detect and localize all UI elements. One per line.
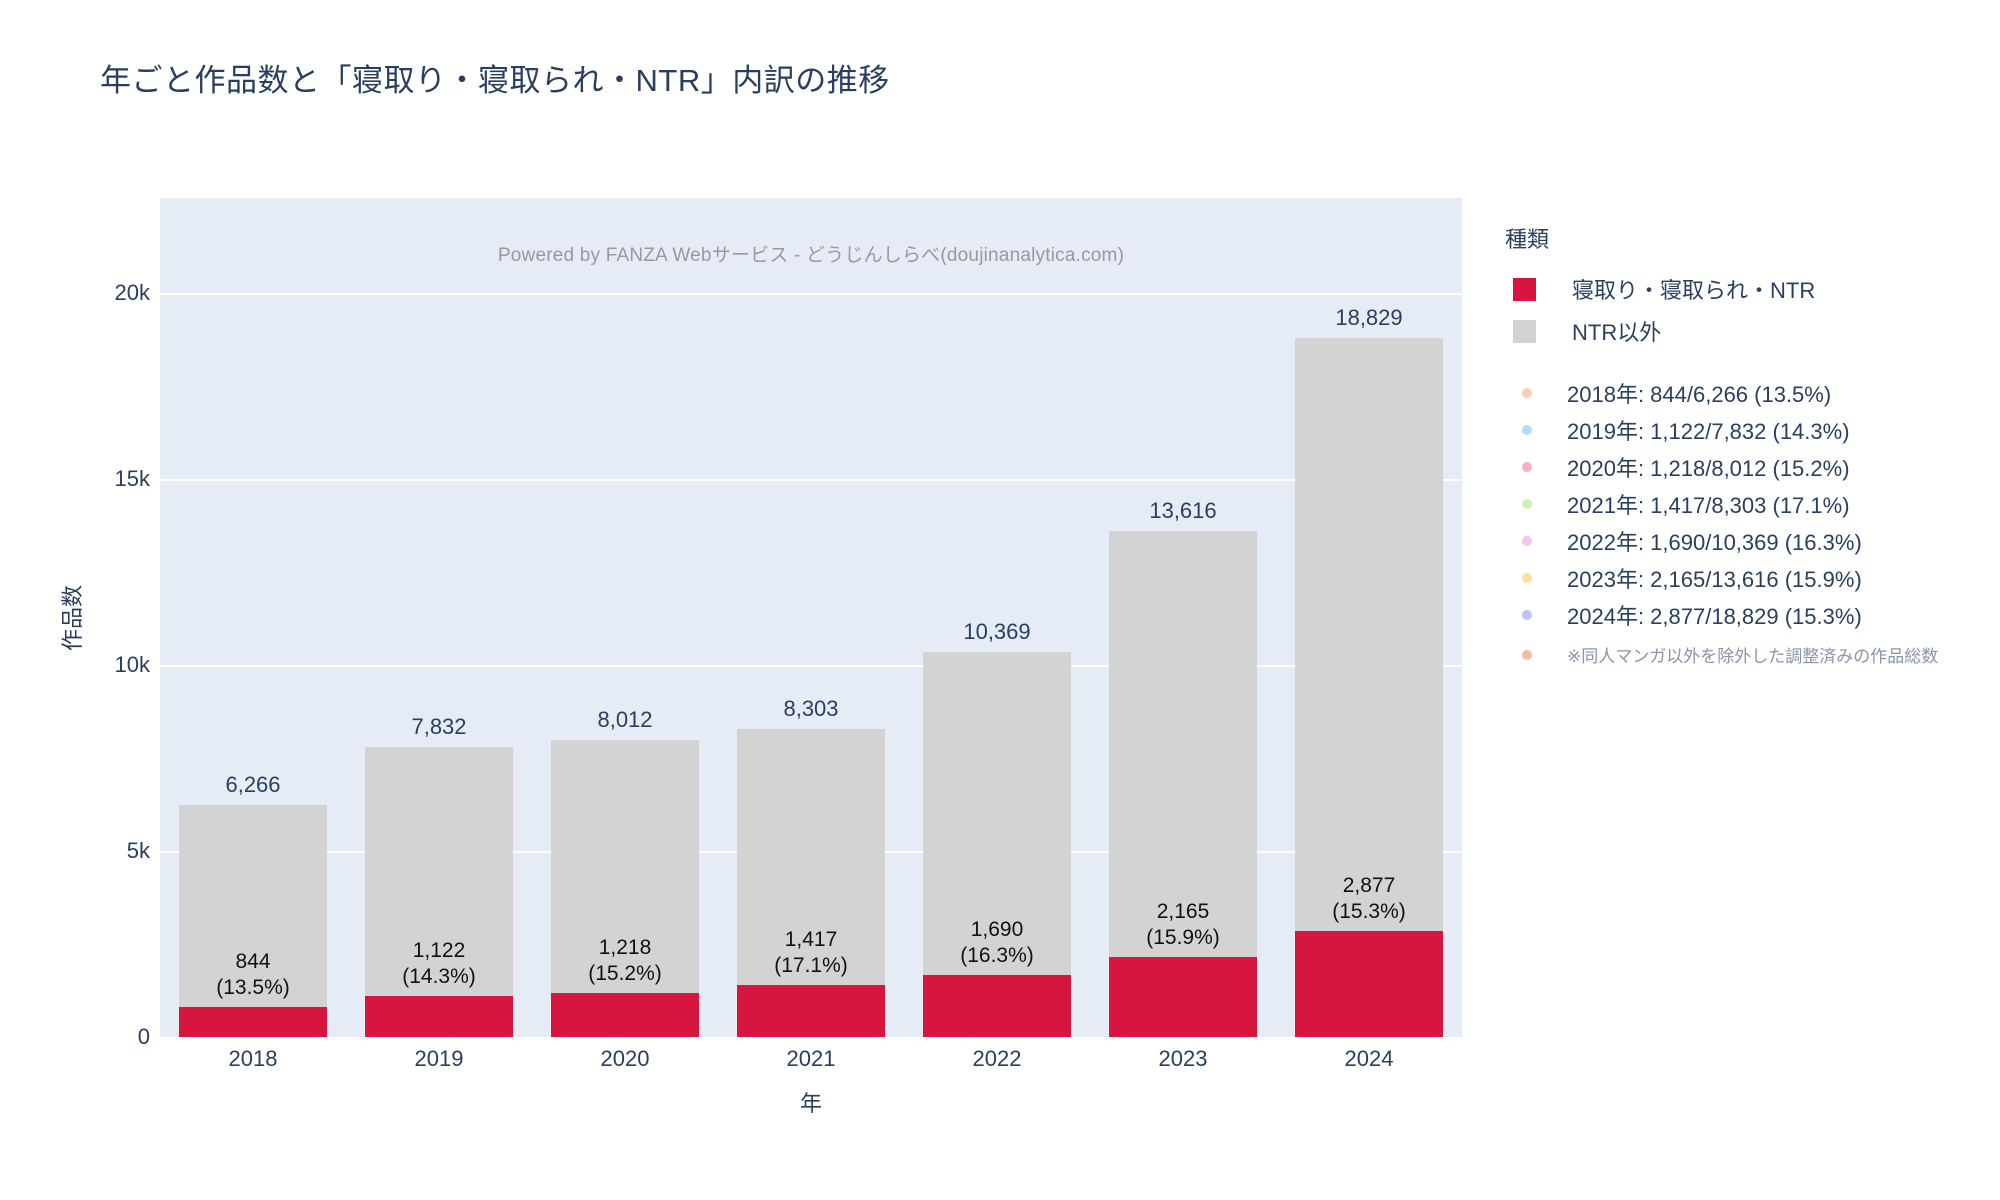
annotation-text: 2020年: 1,218/8,012 (15.2%) (1567, 455, 1850, 481)
ntr-value-label-2024: 2,877 (15.3%) (1332, 873, 1406, 923)
bar-segment-other-2023[interactable] (1109, 531, 1257, 958)
ntr-value-label-2022: 1,690 (16.3%) (960, 918, 1034, 968)
annotation-text: 2021年: 1,417/8,303 (17.1%) (1567, 492, 1850, 518)
bar-group-2023: 2,165 (15.9%) 13,616 (1109, 498, 1257, 1038)
legend-item-other[interactable]: NTR以外 (1505, 310, 1975, 352)
bar-segment-other-2019[interactable] (365, 746, 513, 997)
bar-segment-other-2021[interactable] (737, 729, 885, 986)
legend-title: 種類 (1505, 227, 1550, 252)
bar-group-2019: 1,122 (14.3%) 7,832 (365, 714, 513, 1038)
total-value-label-2023: 13,616 (1149, 498, 1217, 524)
bullet-dot-icon (1522, 572, 1532, 583)
total-value-label-2021: 8,303 (783, 696, 839, 722)
bar-group-2021: 1,417 (17.1%) 8,303 (737, 696, 885, 1038)
annotation-text: 2022年: 1,690/10,369 (16.3%) (1567, 529, 1862, 555)
legend-rows: 寝取り・寝取られ・NTR NTR以外 (1505, 268, 1975, 352)
x-tick-2022: 2022 (972, 1046, 1022, 1071)
annotation-text: ※同人マンガ以外を除外した調整済みの作品総数 (1567, 647, 1939, 666)
y-tick-5k: 5k (126, 837, 150, 863)
ntr-value-label-2019: 1,122 (14.3%) (402, 939, 476, 989)
bullet-dot-icon (1522, 649, 1532, 660)
x-tick-2019: 2019 (414, 1046, 464, 1071)
bullet-dot-icon (1522, 424, 1532, 435)
gridline-10k (160, 665, 1462, 667)
bar-segment-ntr-2020[interactable] (551, 992, 699, 1038)
legend-item-label: 寝取り・寝取られ・NTR (1572, 278, 1816, 303)
bar-segment-ntr-2023[interactable] (1109, 957, 1257, 1038)
total-value-label-2020: 8,012 (597, 706, 653, 732)
annotation-text: 2019年: 1,122/7,832 (14.3%) (1567, 418, 1850, 444)
annotation-list: 2018年: 844/6,266 (13.5%) 2019年: 1,122/7,8… (1505, 374, 1985, 673)
zero-line (160, 1037, 1462, 1039)
bar-segment-ntr-2024[interactable] (1295, 930, 1443, 1038)
x-axis-title: 年 (799, 1091, 822, 1116)
total-value-label-2024: 18,829 (1335, 304, 1403, 330)
x-tick-2023: 2023 (1158, 1046, 1208, 1071)
y-axis-title: 作品数 (60, 584, 86, 652)
bar-segment-ntr-2021[interactable] (737, 985, 885, 1038)
ntr-value-label-2023: 2,165 (15.9%) (1146, 900, 1220, 950)
x-tick-2018: 2018 (228, 1046, 278, 1071)
y-tick-0: 0 (137, 1024, 150, 1049)
bar-segment-other-2018[interactable] (179, 804, 327, 1007)
ntr-value-label-2020: 1,218 (15.2%) (588, 935, 662, 985)
legend: 種類 寝取り・寝取られ・NTR NTR以外 (1505, 222, 1975, 352)
annotation-year-2019: 2019年: 1,122/7,832 (14.3%) (1505, 411, 1985, 448)
bar-segment-other-2020[interactable] (551, 739, 699, 993)
bar-segment-other-2022[interactable] (923, 652, 1071, 976)
legend-item-label: NTR以外 (1572, 320, 1662, 345)
bullet-dot-icon (1522, 609, 1532, 620)
annotation-year-2020: 2020年: 1,218/8,012 (15.2%) (1505, 448, 1985, 485)
ntr-value-label-2018: 844 (13.5%) (216, 949, 290, 999)
gridline-20k (160, 292, 1462, 295)
bullet-dot-icon (1522, 498, 1532, 509)
annotation-text: 2023年: 2,165/13,616 (15.9%) (1567, 566, 1862, 592)
annotation-text: 2018年: 844/6,266 (13.5%) (1567, 381, 1832, 407)
bar-segment-other-2024[interactable] (1295, 337, 1443, 931)
x-tick-2020: 2020 (600, 1046, 650, 1071)
annotation-year-2018: 2018年: 844/6,266 (13.5%) (1505, 374, 1985, 411)
total-value-label-2022: 10,369 (963, 619, 1031, 645)
annotation-year-2022: 2022年: 1,690/10,369 (16.3%) (1505, 522, 1985, 559)
total-value-label-2018: 6,266 (225, 771, 281, 797)
bullet-dot-icon (1522, 387, 1532, 398)
bar-group-2018: 844 (13.5%) 6,266 (179, 772, 327, 1038)
bar-segment-ntr-2022[interactable] (923, 975, 1071, 1038)
y-tick-15k: 15k (114, 465, 150, 491)
bar-segment-ntr-2018[interactable] (179, 1006, 327, 1038)
bullet-dot-icon (1522, 461, 1532, 472)
watermark: Powered by FANZA Webサービス - どうじんしらべ(douji… (497, 245, 1125, 266)
legend-swatch-icon (1513, 277, 1536, 301)
plot-area[interactable]: Powered by FANZA Webサービス - どうじんしらべ(douji… (160, 198, 1462, 1039)
annotation-note: ※同人マンガ以外を除外した調整済みの作品総数 (1505, 636, 1985, 673)
annotation-text: 2024年: 2,877/18,829 (15.3%) (1567, 603, 1862, 629)
bar-group-2020: 1,218 (15.2%) 8,012 (551, 707, 699, 1038)
y-tick-20k: 20k (114, 279, 150, 305)
annotation-year-2024: 2024年: 2,877/18,829 (15.3%) (1505, 596, 1985, 633)
y-tick-10k: 10k (114, 651, 150, 677)
bullet-dot-icon (1522, 535, 1532, 546)
bar-segment-ntr-2019[interactable] (365, 996, 513, 1038)
legend-swatch-icon (1513, 319, 1536, 343)
x-tick-2021: 2021 (786, 1046, 836, 1071)
bar-group-2022: 1,690 (16.3%) 10,369 (923, 619, 1071, 1038)
chart-title: 年ごと作品数と「寝取り・寝取られ・NTR」内訳の推移 (100, 63, 890, 98)
bar-group-2024: 2,877 (15.3%) 18,829 (1295, 305, 1443, 1038)
total-value-label-2019: 7,832 (411, 713, 467, 739)
annotation-year-2023: 2023年: 2,165/13,616 (15.9%) (1505, 559, 1985, 596)
annotation-year-2021: 2021年: 1,417/8,303 (17.1%) (1505, 485, 1985, 522)
ntr-value-label-2021: 1,417 (17.1%) (774, 928, 848, 978)
legend-item-ntr[interactable]: 寝取り・寝取られ・NTR (1505, 268, 1975, 310)
gridline-15k (160, 478, 1462, 481)
x-tick-2024: 2024 (1344, 1046, 1394, 1071)
